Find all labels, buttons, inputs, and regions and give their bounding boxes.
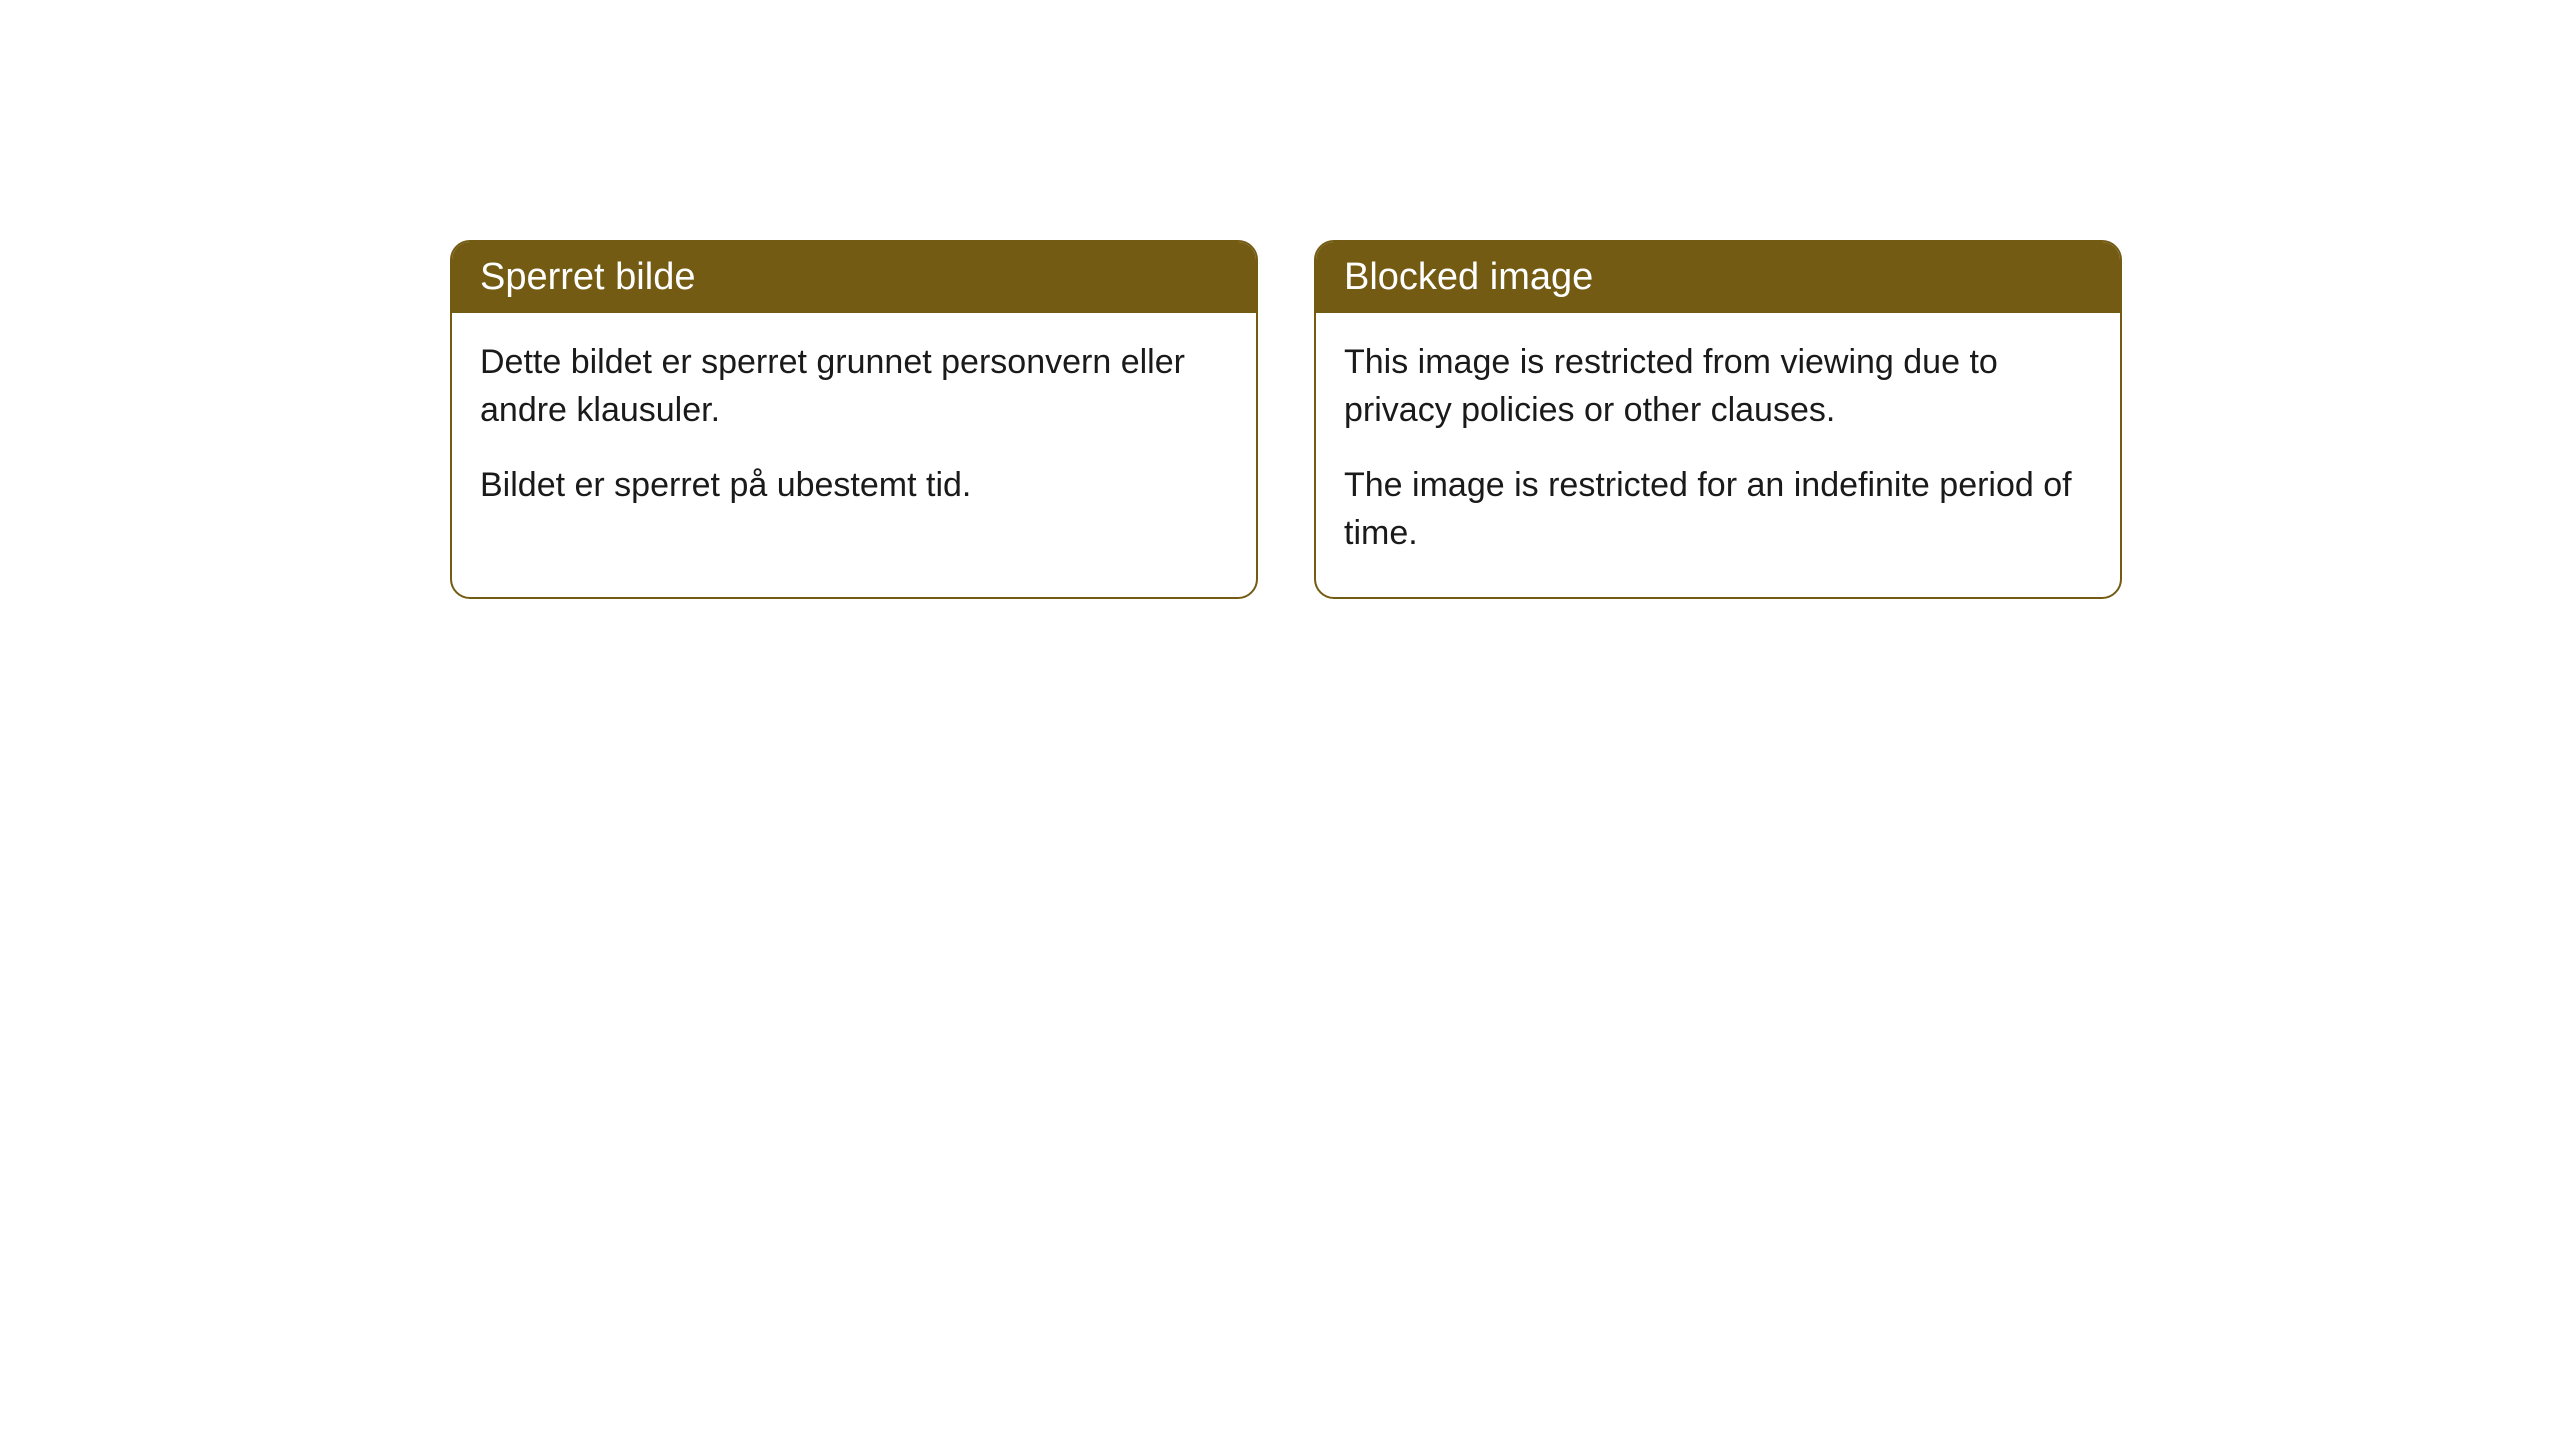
card-paragraph: Dette bildet er sperret grunnet personve… bbox=[480, 339, 1228, 434]
card-paragraph: Bildet er sperret på ubestemt tid. bbox=[480, 462, 1228, 510]
card-title: Blocked image bbox=[1344, 256, 1593, 298]
notice-card-english: Blocked image This image is restricted f… bbox=[1314, 240, 2122, 599]
card-body: Dette bildet er sperret grunnet personve… bbox=[452, 313, 1256, 550]
card-body: This image is restricted from viewing du… bbox=[1316, 313, 2120, 597]
notice-card-norwegian: Sperret bilde Dette bildet er sperret gr… bbox=[450, 240, 1258, 599]
card-header: Blocked image bbox=[1316, 242, 2120, 313]
card-paragraph: The image is restricted for an indefinit… bbox=[1344, 462, 2092, 557]
card-header: Sperret bilde bbox=[452, 242, 1256, 313]
notice-cards-container: Sperret bilde Dette bildet er sperret gr… bbox=[450, 240, 2122, 599]
card-paragraph: This image is restricted from viewing du… bbox=[1344, 339, 2092, 434]
card-title: Sperret bilde bbox=[480, 256, 695, 298]
